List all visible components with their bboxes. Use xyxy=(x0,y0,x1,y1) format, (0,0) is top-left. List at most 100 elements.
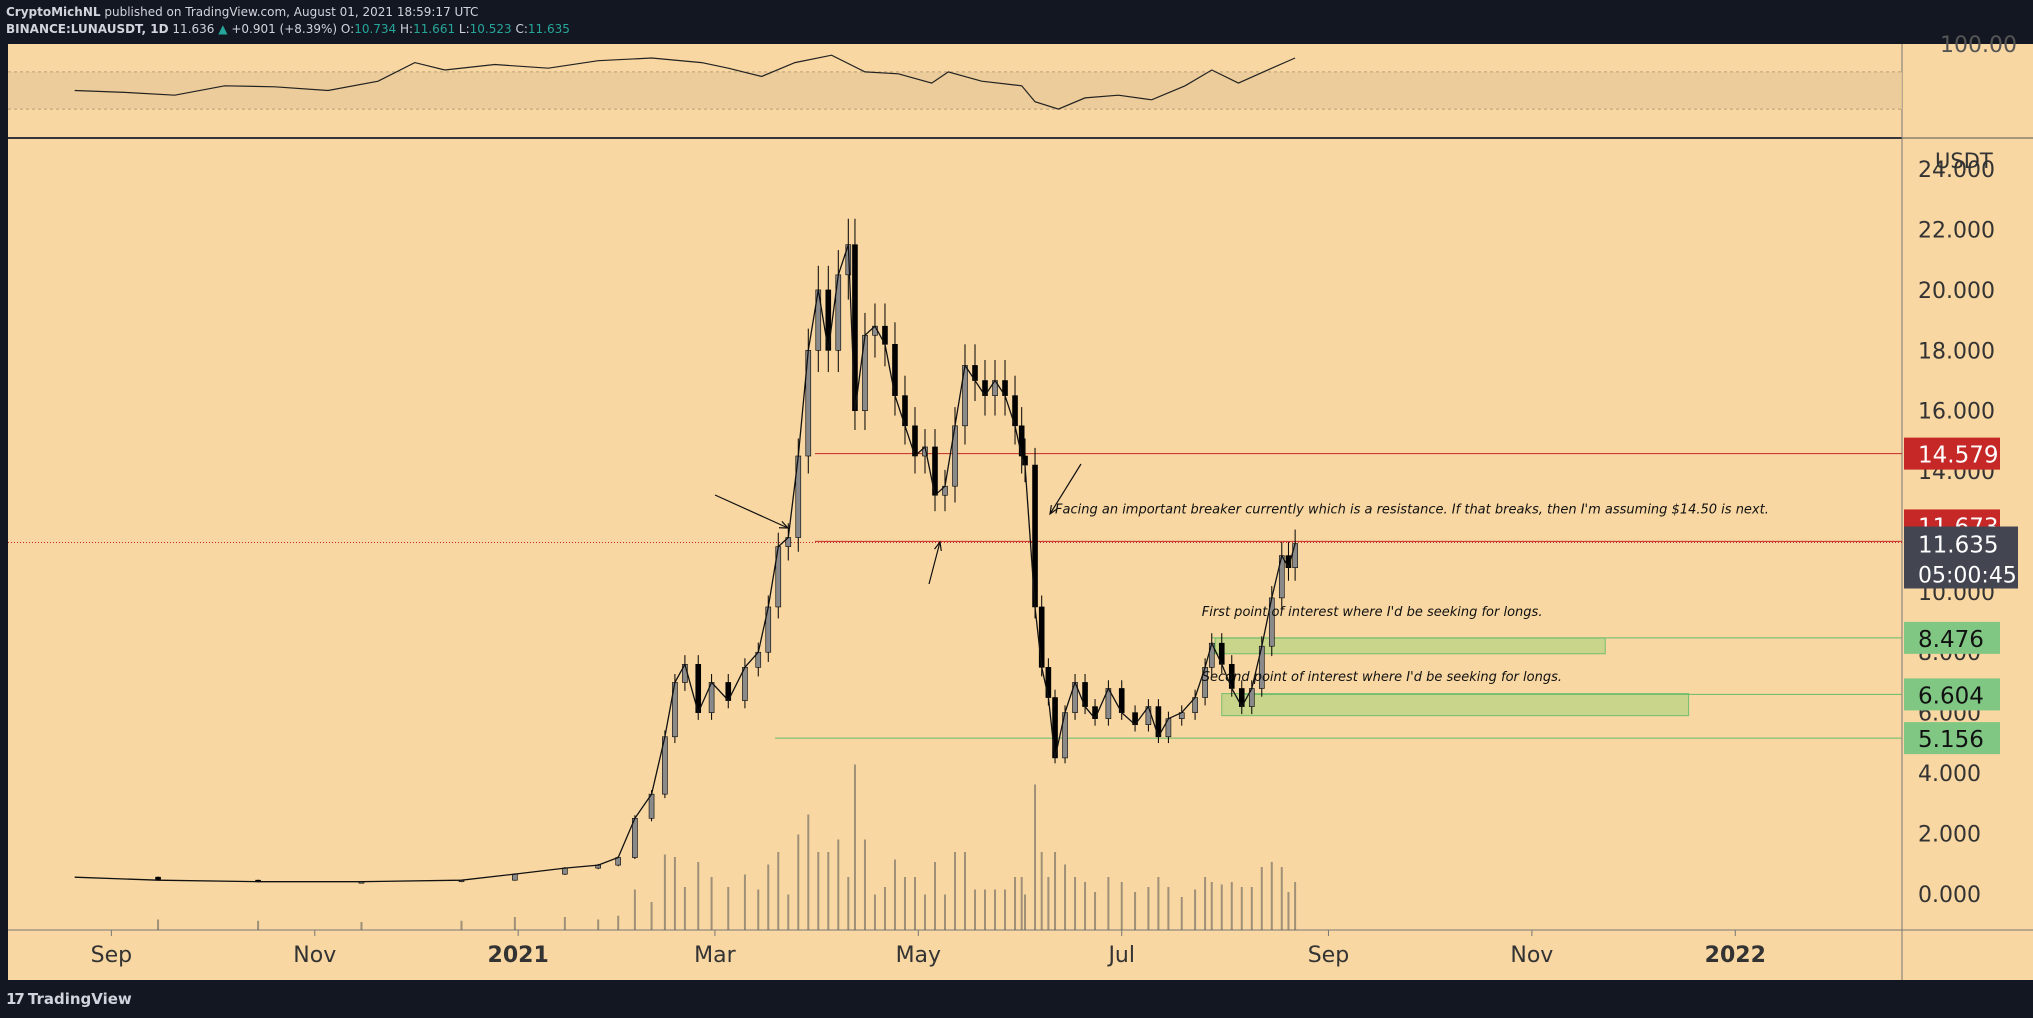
volume-bar xyxy=(513,917,516,930)
volume-bar xyxy=(1287,892,1290,930)
time-axis[interactable] xyxy=(8,930,2033,980)
price-change: +0.901 (+8.39%) xyxy=(231,22,338,36)
volume-bar xyxy=(943,894,946,930)
zone-second-poi[interactable] xyxy=(1221,693,1690,717)
volume-bar xyxy=(1034,784,1037,930)
volume-bar xyxy=(1107,877,1110,930)
volume-bar xyxy=(563,917,566,930)
note-resistance[interactable]: Facing an important breaker currently wh… xyxy=(1055,502,1769,517)
chart-header: CryptoMichNL published on TradingView.co… xyxy=(6,4,570,38)
volume-bar xyxy=(1194,889,1197,930)
y-tick-label: 20.000 xyxy=(1918,279,1995,304)
candle xyxy=(1018,425,1025,457)
volume-bar xyxy=(1220,884,1223,930)
candle xyxy=(512,873,518,881)
volume-bar xyxy=(1120,882,1123,930)
volume-bar xyxy=(964,852,967,930)
high-label: H: xyxy=(400,22,414,36)
current-price-tag[interactable] xyxy=(1904,526,2018,589)
publish-info: CryptoMichNL published on TradingView.co… xyxy=(6,4,570,21)
change-arrow-icon: ▲ xyxy=(218,22,228,36)
volume-bar xyxy=(663,854,666,930)
volume-bar xyxy=(1157,877,1160,930)
volume-bar xyxy=(827,852,830,930)
volume-bar xyxy=(847,877,850,930)
arrow-annotation-1[interactable] xyxy=(714,494,789,529)
volume-bar xyxy=(1210,882,1213,930)
volume-bar xyxy=(1054,852,1057,930)
price-axis[interactable] xyxy=(1902,44,2033,930)
volume-bar xyxy=(710,877,713,930)
volume-bar xyxy=(1040,852,1043,930)
y-tick-label: 24.000 xyxy=(1918,158,1995,183)
volume-bar xyxy=(1167,887,1170,930)
volume-bar xyxy=(1180,897,1183,930)
volume-bar xyxy=(1270,862,1273,930)
resistance-14579-tag[interactable] xyxy=(1904,437,2000,470)
volume-bar xyxy=(1024,894,1027,930)
volume-bar xyxy=(807,814,810,930)
volume-bar xyxy=(257,920,260,930)
support-8476-tag[interactable] xyxy=(1904,621,2000,654)
support-6604-tag[interactable] xyxy=(1904,678,2000,711)
volume-bar xyxy=(757,889,760,930)
candle xyxy=(852,244,858,412)
support-5156-tag[interactable] xyxy=(1904,722,2000,755)
volume-bar xyxy=(460,920,463,930)
volume-bar xyxy=(893,859,896,930)
close-value: 11.635 xyxy=(527,22,570,36)
x-tick-label: Jul xyxy=(1106,943,1135,968)
volume-bar xyxy=(1014,877,1017,930)
volume-bar xyxy=(1147,887,1150,930)
price-line xyxy=(74,244,1296,883)
y-tick-label: 2.000 xyxy=(1918,822,1981,847)
x-tick-label: Sep xyxy=(91,943,132,968)
arrow-annotation-2-head xyxy=(934,540,942,551)
volume-bar xyxy=(1230,882,1233,930)
note-second-poi[interactable]: Second point of interest where I'd be se… xyxy=(1202,670,1562,685)
rsi-band xyxy=(8,71,1902,110)
volume-bar xyxy=(817,852,820,930)
author-name[interactable]: CryptoMichNL xyxy=(6,5,101,19)
x-tick-label: 2022 xyxy=(1705,943,1766,968)
support-6604-tag-label: 6.604 xyxy=(1918,683,1984,709)
candle xyxy=(742,667,748,701)
candle xyxy=(632,817,638,858)
tradingview-logo-icon: 17 xyxy=(6,990,25,1008)
volume-bar xyxy=(767,864,770,930)
volume-bar xyxy=(1094,892,1097,930)
candle xyxy=(1045,667,1052,698)
volume-bar xyxy=(913,877,916,930)
countdown-label: 05:00:45 xyxy=(1918,564,2017,589)
volume-bar xyxy=(1240,887,1243,930)
volume-bar xyxy=(157,919,160,930)
arrow-annotation-3[interactable] xyxy=(1049,463,1082,515)
candle xyxy=(1038,606,1045,668)
y-tick-label: 16.000 xyxy=(1918,400,1995,425)
currency-label[interactable]: USDT xyxy=(1935,149,1993,173)
publish-date: published on TradingView.com, August 01,… xyxy=(104,5,479,19)
volume-bar xyxy=(933,862,936,930)
price-pane[interactable] xyxy=(8,139,1902,930)
volume-bar xyxy=(697,862,700,930)
volume-bar xyxy=(1260,867,1263,930)
volume-bar xyxy=(853,764,856,930)
volume-bar xyxy=(787,894,790,930)
last-price: 11.636 xyxy=(172,22,215,36)
volume-bar xyxy=(1280,867,1283,930)
volume-bar xyxy=(1004,889,1007,930)
note-first-poi[interactable]: First point of interest where I'd be see… xyxy=(1202,605,1543,620)
low-value: 10.523 xyxy=(469,22,512,36)
volume-bar xyxy=(873,894,876,930)
low-label: L: xyxy=(458,22,470,36)
tradingview-footer[interactable]: 17 TradingView xyxy=(6,990,132,1008)
y-tick-label: 18.000 xyxy=(1918,339,1995,364)
volume-bar xyxy=(954,852,956,930)
resistance-14579-tag-label: 14.579 xyxy=(1918,443,1998,469)
rsi-tick-label: 100.00 xyxy=(1940,33,2017,58)
x-tick-label: Mar xyxy=(694,943,736,968)
arrow-annotation-2[interactable] xyxy=(928,541,941,585)
ohlc-legend: BINANCE:LUNAUSDT, 1D 11.636 ▲ +0.901 (+8… xyxy=(6,21,570,38)
volume-bar xyxy=(650,902,653,930)
